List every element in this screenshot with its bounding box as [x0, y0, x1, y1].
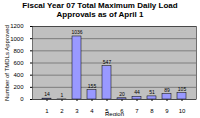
- svg-text:8: 8: [150, 108, 154, 114]
- html-text:Fiscal Year 07 Total Maximum D: Fiscal Year 07 Total Maximum Daily Load …: [22, 1, 178, 19]
- svg-text:155: 155: [88, 83, 97, 89]
- svg-text:Region: Region: [105, 111, 124, 117]
- svg-text:51: 51: [149, 89, 155, 95]
- svg-text:600: 600: [13, 60, 24, 66]
- svg-text:2: 2: [60, 108, 64, 114]
- svg-text:14: 14: [44, 91, 50, 97]
- svg-text:105: 105: [178, 86, 187, 92]
- svg-text:9: 9: [165, 108, 169, 114]
- svg-text:1: 1: [45, 108, 49, 114]
- svg-text:4: 4: [90, 108, 94, 114]
- svg-text:7: 7: [135, 108, 139, 114]
- svg-text:10: 10: [179, 108, 186, 114]
- svg-text:200: 200: [13, 84, 24, 90]
- svg-text:Number of TMDLs Approved: Number of TMDLs Approved: [4, 25, 10, 101]
- svg-text:89: 89: [164, 87, 170, 93]
- svg-text:547: 547: [103, 59, 112, 65]
- svg-text:1036: 1036: [71, 29, 82, 35]
- svg-text:1: 1: [61, 92, 64, 98]
- svg-text:400: 400: [13, 72, 24, 78]
- svg-text:3: 3: [75, 108, 79, 114]
- svg-text:1000: 1000: [10, 36, 24, 42]
- svg-text:20: 20: [119, 91, 125, 97]
- svg-text:1200: 1200: [10, 23, 24, 29]
- svg-text:0: 0: [20, 96, 24, 102]
- svg-text:44: 44: [134, 89, 140, 95]
- svg-text:800: 800: [13, 48, 24, 54]
